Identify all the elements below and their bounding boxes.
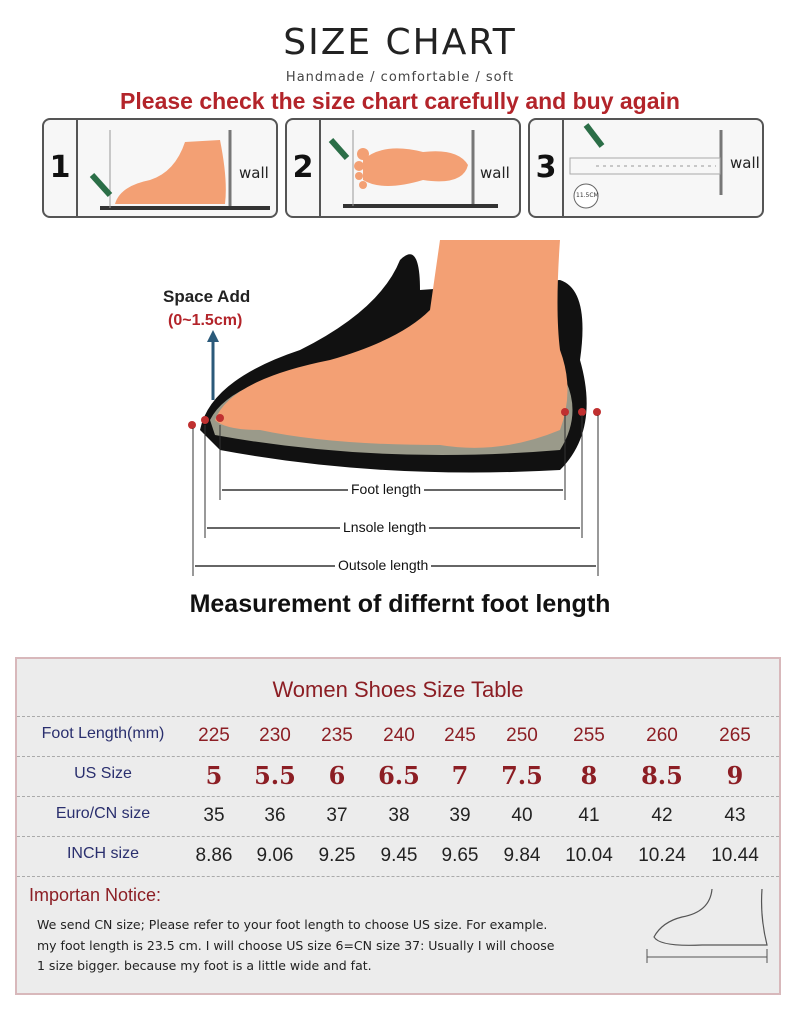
notice-line: my foot length is 23.5 cm. I will choose… xyxy=(37,938,555,953)
table-cell: 6.5 xyxy=(378,761,420,790)
table-cell: 9.45 xyxy=(380,845,418,866)
foot-length-row: Foot Length(mm) 225 230 235 240 245 250 255 260 2… xyxy=(17,716,779,756)
step-panel-2: 2 wall xyxy=(285,118,521,218)
row-label: US Size xyxy=(74,765,132,782)
table-title: Women Shoes Size Table xyxy=(272,677,524,702)
table-cell: 9.06 xyxy=(256,845,294,866)
table-cell: 9.25 xyxy=(318,845,356,866)
notice-line: 1 size bigger. because my foot is a litt… xyxy=(37,958,372,973)
foot-length-label: Foot length xyxy=(348,481,425,497)
shoe-foot-illustration xyxy=(188,240,601,576)
table-cell: 240 xyxy=(383,725,415,746)
table-cell: 38 xyxy=(388,805,410,826)
table-cell: 7 xyxy=(451,761,469,790)
table-cell: 255 xyxy=(573,725,605,746)
step-number: 2 xyxy=(287,120,321,216)
inch-size-row: INCH size 8.86 9.06 9.25 9.45 9.65 9.84 10.04 10… xyxy=(17,836,779,876)
table-cell: 8.5 xyxy=(641,761,683,790)
table-cell: 8 xyxy=(580,761,598,790)
page-title: SIZE CHART xyxy=(283,22,517,63)
table-cell: 37 xyxy=(326,805,348,826)
table-cell: 260 xyxy=(646,725,678,746)
step-panel-3: 3 11.5CM wall xyxy=(528,118,764,218)
table-cell: 230 xyxy=(259,725,291,746)
table-cell: 41 xyxy=(578,805,600,826)
table-cell: 265 xyxy=(719,725,751,746)
table-cell: 43 xyxy=(724,805,746,826)
table-cell: 6 xyxy=(328,761,346,790)
table-cell: 9.65 xyxy=(441,845,479,866)
step-panel-1: 1 wall xyxy=(42,118,278,218)
table-cell: 35 xyxy=(203,805,225,826)
table-cell: 39 xyxy=(449,805,471,826)
table-cell: 225 xyxy=(198,725,230,746)
foot-side-icon xyxy=(89,130,270,210)
row-label: INCH size xyxy=(66,845,139,862)
foot-top-icon xyxy=(328,130,498,208)
row-label: Foot Length(mm) xyxy=(41,725,165,742)
table-cell: 5.5 xyxy=(254,761,296,790)
table-cell: 9 xyxy=(726,761,744,790)
subtitle: Handmade / comfortable / soft xyxy=(285,70,515,85)
table-cell: 10.04 xyxy=(565,845,613,866)
notice-line: We send CN size; Please refer to your fo… xyxy=(37,917,548,932)
divider xyxy=(17,876,779,877)
table-cell: 10.24 xyxy=(638,845,686,866)
table-cell: 36 xyxy=(264,805,286,826)
measurement-title: Measurement of differnt foot length xyxy=(189,590,611,618)
table-cell: 245 xyxy=(444,725,476,746)
wall-label: wall xyxy=(730,154,760,172)
foot-sketch-icon xyxy=(646,888,768,963)
table-cell: 7.5 xyxy=(501,761,543,790)
step-number: 3 xyxy=(530,120,564,216)
table-cell: 235 xyxy=(321,725,353,746)
space-add-label: Space Add xyxy=(163,287,251,306)
wall-label: wall xyxy=(239,164,269,182)
outsole-length-label: Outsole length xyxy=(335,557,432,573)
warning-text: Please check the size chart carefully an… xyxy=(120,88,680,114)
notice-title: Importan Notice: xyxy=(29,885,162,905)
us-size-row: US Size 5 5.5 6 6.5 7 7.5 8 8.5 9 xyxy=(17,756,779,796)
table-cell: 8.86 xyxy=(195,845,233,866)
insole-length-label: Lnsole length xyxy=(340,519,430,535)
ruler-measure-icon xyxy=(569,123,723,209)
table-cell: 10.44 xyxy=(711,845,759,866)
table-cell: 5 xyxy=(205,761,223,790)
wall-label: wall xyxy=(480,164,510,182)
marker-label: 11.5CM xyxy=(576,192,599,199)
table-cell: 40 xyxy=(511,805,533,826)
space-range-label: (0~1.5cm) xyxy=(168,312,243,329)
table-cell: 9.84 xyxy=(503,845,541,866)
euro-cn-size-row: Euro/CN size 35 36 37 38 39 40 41 42 43 xyxy=(17,796,779,836)
row-label: Euro/CN size xyxy=(55,805,151,822)
step-number: 1 xyxy=(44,120,78,216)
table-cell: 42 xyxy=(651,805,673,826)
size-table: Women Shoes Size Table Foot Length(mm) 22… xyxy=(15,657,781,995)
table-cell: 250 xyxy=(506,725,538,746)
